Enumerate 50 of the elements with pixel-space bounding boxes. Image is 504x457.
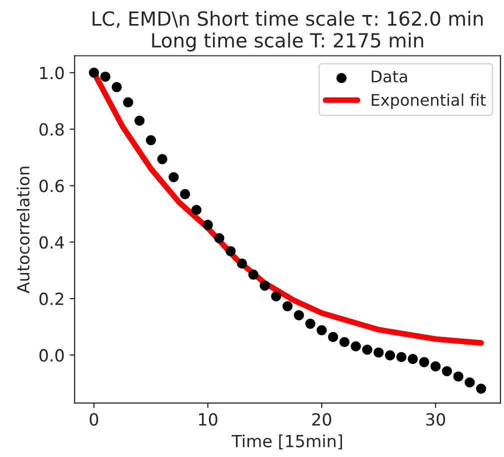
- point: [282, 301, 293, 312]
- point: [294, 310, 304, 320]
- y-tick-label: 1.0: [40, 66, 64, 80]
- x-tick-label: 20: [312, 413, 332, 426]
- x-tick-label: 10: [199, 413, 218, 426]
- legend-label: Data: [372, 70, 407, 82]
- y-tick-label: 0.8: [39, 123, 64, 136]
- point: [88, 68, 100, 78]
- point: [226, 246, 236, 256]
- point: [464, 377, 475, 388]
- point: [271, 291, 282, 302]
- point: [408, 354, 418, 364]
- point: [260, 280, 270, 291]
- y-tick-label: 0.0: [39, 349, 64, 362]
- point: [191, 204, 202, 216]
- point: [396, 352, 406, 362]
- x-tick-label: 0: [90, 413, 98, 426]
- y-tick-label: 0.2: [39, 292, 64, 306]
- point: [305, 318, 316, 329]
- point: [384, 350, 396, 360]
- y-tick-label: 0.4: [39, 236, 64, 249]
- y-axis-title: Autocorrelation: [16, 166, 30, 294]
- point: [419, 357, 430, 368]
- point: [476, 384, 486, 394]
- point: [350, 341, 361, 352]
- point: [453, 371, 464, 382]
- point: [123, 97, 134, 108]
- chart-title: LC, EMD\n Short time scale τ: 162.0 min Long time scale T: 2175 min: [92, 10, 483, 52]
- point: [362, 344, 372, 355]
- point: [328, 332, 338, 342]
- point: [112, 82, 122, 92]
- y-tick-label: 0.6: [39, 180, 64, 192]
- point: [430, 361, 441, 372]
- point: [214, 233, 224, 244]
- legend-label: Exponential fit: [372, 94, 486, 110]
- x-axis-title: Time [15min]: [232, 434, 342, 450]
- point: [100, 72, 110, 82]
- point: [316, 325, 327, 336]
- point: [202, 220, 213, 230]
- point: [374, 347, 384, 358]
- point: [157, 154, 168, 164]
- point: [442, 366, 452, 376]
- point: [236, 258, 248, 269]
- point: [180, 189, 190, 200]
- point: [146, 135, 156, 146]
- point: [248, 270, 258, 280]
- x-tick-label: 30: [426, 413, 446, 426]
- point: [339, 336, 350, 348]
- point: [168, 172, 179, 182]
- point: [134, 116, 145, 126]
